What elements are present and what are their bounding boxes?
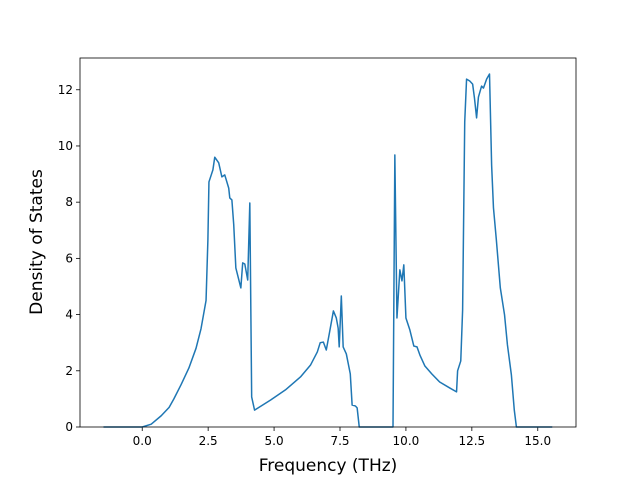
line-series: [103, 73, 553, 428]
y-tick-label: 12: [58, 83, 73, 97]
x-tick-label: 12.5: [458, 434, 485, 448]
y-tick-label: 0: [65, 420, 73, 434]
x-tick-label: 7.5: [330, 434, 349, 448]
x-axis-title: Frequency (THz): [259, 456, 398, 476]
x-tick-label: 2.5: [199, 434, 218, 448]
y-tick-label: 4: [65, 308, 73, 322]
x-tick-label: 10.0: [393, 434, 420, 448]
y-tick-label: 6: [65, 251, 73, 265]
y-tick-label: 10: [58, 139, 73, 153]
x-tick-label: 15.0: [524, 434, 551, 448]
x-tick-label: 5.0: [265, 434, 284, 448]
plot-frame: [79, 57, 577, 428]
x-tick-label: 0.0: [133, 434, 152, 448]
y-axis-title: Density of States: [27, 169, 47, 315]
y-tick-label: 2: [65, 364, 73, 378]
y-tick-label: 8: [65, 195, 73, 209]
